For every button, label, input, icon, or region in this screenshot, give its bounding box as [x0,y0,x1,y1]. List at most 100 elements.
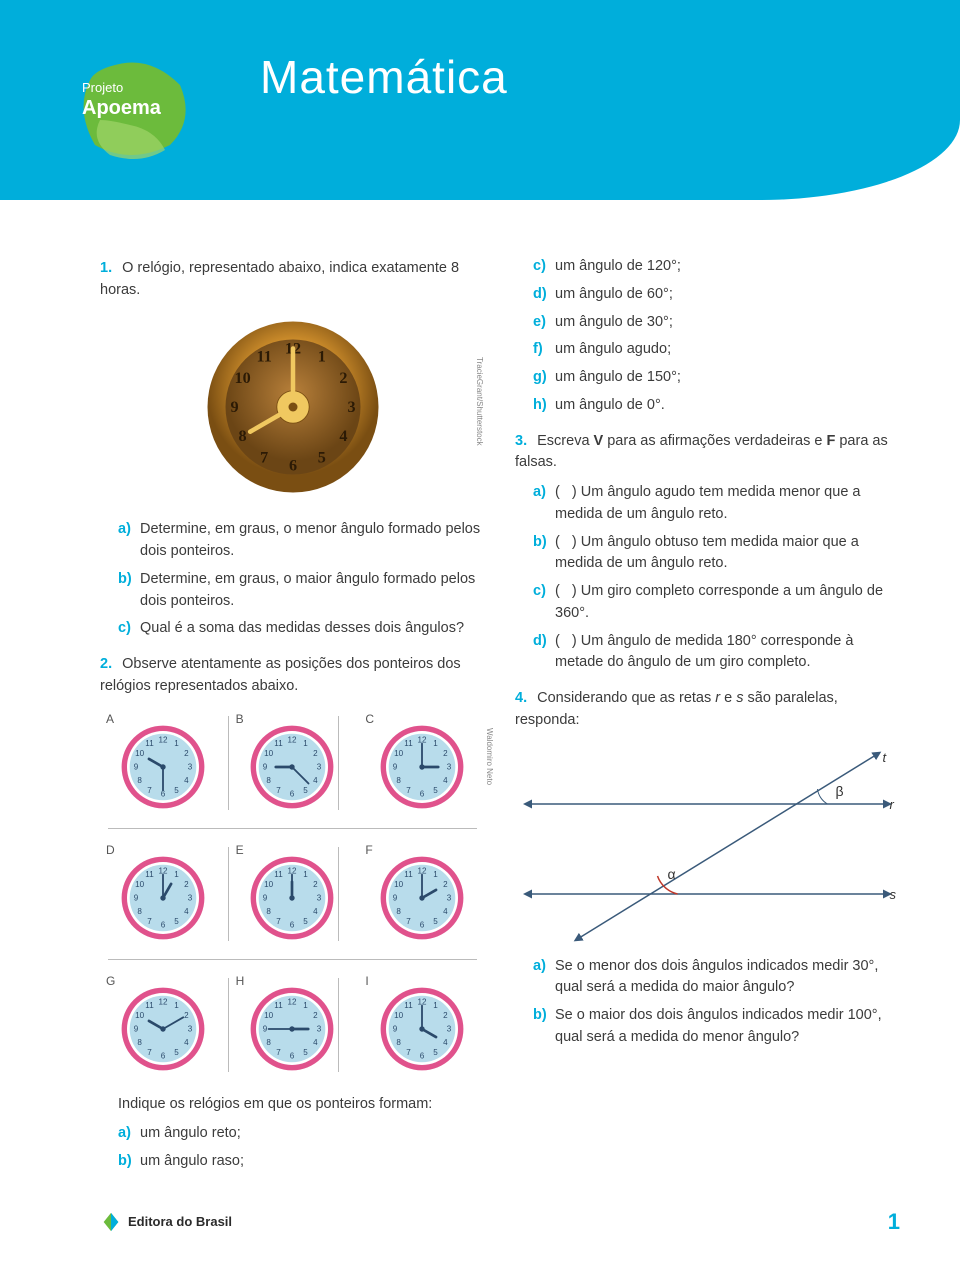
svg-text:5: 5 [433,785,438,794]
svg-text:4: 4 [184,776,189,785]
clock-cell-G: G 1212 345 678 91011 [100,970,226,1080]
q2-e: e)um ângulo de 30°; [533,312,900,334]
q3-text: Escreva V para as afirmações verdadeiras… [515,433,888,471]
q2-b: b)um ângulo raso; [118,1151,485,1173]
r-label: r [890,797,895,812]
svg-text:8: 8 [397,1038,402,1047]
svg-text:2: 2 [339,369,347,387]
svg-text:11: 11 [275,870,284,879]
svg-text:10: 10 [265,749,274,758]
svg-text:3: 3 [317,1024,322,1033]
svg-text:6: 6 [420,789,425,798]
page-header: Projeto Apoema Matemática [0,0,960,200]
svg-text:4: 4 [443,907,448,916]
publisher-logo: Editora do Brasil [100,1211,232,1233]
svg-text:6: 6 [288,456,296,474]
svg-text:9: 9 [134,1024,139,1033]
svg-text:11: 11 [404,1001,413,1010]
q2: 2. Observe atentamente as posições dos p… [100,654,485,698]
svg-text:8: 8 [267,907,272,916]
svg-text:2: 2 [314,1011,319,1020]
svg-text:10: 10 [265,880,274,889]
clock-cell-A: A 1212 345 678 91011 [100,708,226,818]
svg-text:6: 6 [290,1051,295,1060]
svg-text:3: 3 [317,762,322,771]
q4: 4. Considerando que as retas r e s são p… [515,688,900,732]
svg-text:8: 8 [267,776,272,785]
q2-f: f)um ângulo agudo; [533,339,900,361]
q2-c: c)um ângulo de 120°; [533,256,900,278]
svg-text:8: 8 [397,907,402,916]
page-number: 1 [888,1209,900,1235]
svg-text:5: 5 [304,785,309,794]
svg-text:1: 1 [174,739,179,748]
svg-text:11: 11 [145,870,154,879]
clock-row: G 1212 345 678 91011 H 1212 345 678 9101… [100,970,485,1080]
svg-text:3: 3 [317,893,322,902]
svg-text:8: 8 [137,776,142,785]
svg-text:4: 4 [314,1038,319,1047]
svg-text:3: 3 [447,762,452,771]
q4-a: a)Se o menor dos dois ângulos indicados … [533,956,900,1000]
q1-a: a)Determine, em graus, o menor ângulo fo… [118,519,485,563]
clock-label: G [106,972,115,990]
svg-text:8: 8 [137,907,142,916]
svg-text:9: 9 [393,762,398,771]
svg-text:7: 7 [277,916,282,925]
clock-cell-B: B 1212 345 678 91011 [230,708,356,818]
svg-text:12: 12 [158,735,167,744]
svg-text:5: 5 [433,916,438,925]
svg-text:7: 7 [406,785,411,794]
clock-label: F [365,841,372,859]
q1-text: O relógio, representado abaixo, indica e… [100,260,459,298]
svg-text:10: 10 [265,1011,274,1020]
svg-text:3: 3 [188,1024,193,1033]
q3-num: 3. [515,433,527,449]
q3-c: c)( ) Um giro completo corresponde a um … [533,581,900,625]
clock-row: D 1212 345 678 91011 E 1212 345 678 9101… [100,839,485,949]
svg-text:2: 2 [184,880,189,889]
q2-d: d)um ângulo de 60°; [533,284,900,306]
q1-num: 1. [100,260,112,276]
svg-text:11: 11 [256,347,271,365]
right-column: c)um ângulo de 120°; d)um ângulo de 60°;… [515,250,900,1179]
clock-label: B [236,710,244,728]
q2-prompt: Indique os relógios em que os ponteiros … [118,1094,485,1116]
q3-b: b)( ) Um ângulo obtuso tem medida maior … [533,532,900,576]
svg-text:5: 5 [174,1047,179,1056]
svg-text:2: 2 [314,749,319,758]
svg-text:9: 9 [263,893,268,902]
svg-text:11: 11 [404,870,413,879]
svg-text:2: 2 [314,880,319,889]
svg-text:8: 8 [137,1038,142,1047]
left-column: 1. O relógio, representado abaixo, indic… [100,250,485,1179]
clock-cell-I: I 1212 345 678 91011 [359,970,485,1080]
svg-text:9: 9 [134,762,139,771]
svg-text:1: 1 [433,739,438,748]
svg-text:3: 3 [188,893,193,902]
clock-label: I [365,972,368,990]
svg-text:3: 3 [447,1024,452,1033]
svg-text:4: 4 [184,907,189,916]
svg-text:9: 9 [134,893,139,902]
q1-c: c)Qual é a soma das medidas desses dois … [118,618,485,640]
q3-d: d)( ) Um ângulo de medida 180° correspon… [533,631,900,675]
svg-text:5: 5 [304,1047,309,1056]
svg-text:11: 11 [275,739,284,748]
svg-text:5: 5 [174,785,179,794]
svg-text:12: 12 [288,735,297,744]
q2-text: Observe atentamente as posições dos pont… [100,656,461,694]
svg-text:6: 6 [161,1051,166,1060]
clock-label: C [365,710,374,728]
svg-text:6: 6 [290,789,295,798]
svg-text:4: 4 [443,776,448,785]
svg-text:10: 10 [234,369,250,387]
beta-label: β [836,783,844,799]
svg-text:11: 11 [404,739,413,748]
page-footer: Editora do Brasil 1 [0,1199,960,1255]
svg-text:9: 9 [393,893,398,902]
q2-g: g)um ângulo de 150°; [533,367,900,389]
svg-text:11: 11 [145,1001,154,1010]
svg-text:1: 1 [433,870,438,879]
svg-text:12: 12 [158,997,167,1006]
